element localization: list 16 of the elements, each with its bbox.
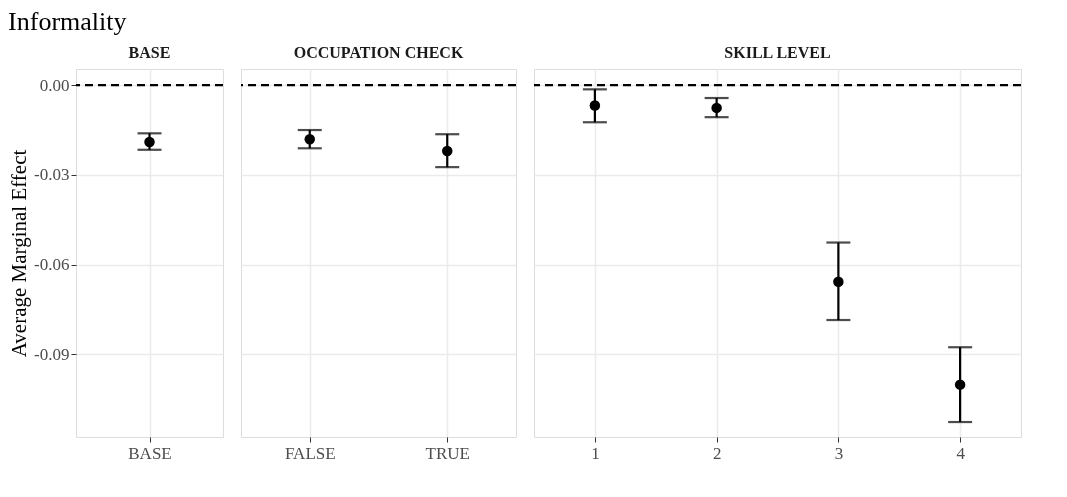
x-tick-label: FALSE bbox=[284, 443, 336, 463]
x-tick-label: 2 bbox=[712, 443, 722, 463]
chart-subtitle: OCCUPATION CHECK bbox=[293, 44, 464, 61]
chart-title: Informality bbox=[8, 6, 127, 36]
x-tick-label: 4 bbox=[956, 443, 966, 463]
y-tick-label: -0.09 bbox=[34, 344, 70, 364]
x-tick-label: 1 bbox=[591, 443, 600, 463]
y-tick-label: 0.00 bbox=[39, 75, 70, 95]
x-tick-label: TRUE bbox=[425, 443, 470, 463]
y-axis-title: Average Marginal Effect bbox=[7, 149, 32, 358]
chart-subtitle: SKILL LEVEL bbox=[724, 44, 831, 61]
x-tick-label: BASE bbox=[128, 443, 172, 463]
x-tick-label: 3 bbox=[834, 443, 844, 463]
y-tick-label: -0.06 bbox=[34, 255, 70, 275]
y-tick-label: -0.03 bbox=[34, 165, 70, 185]
chart-subtitle: BASE bbox=[128, 44, 171, 61]
